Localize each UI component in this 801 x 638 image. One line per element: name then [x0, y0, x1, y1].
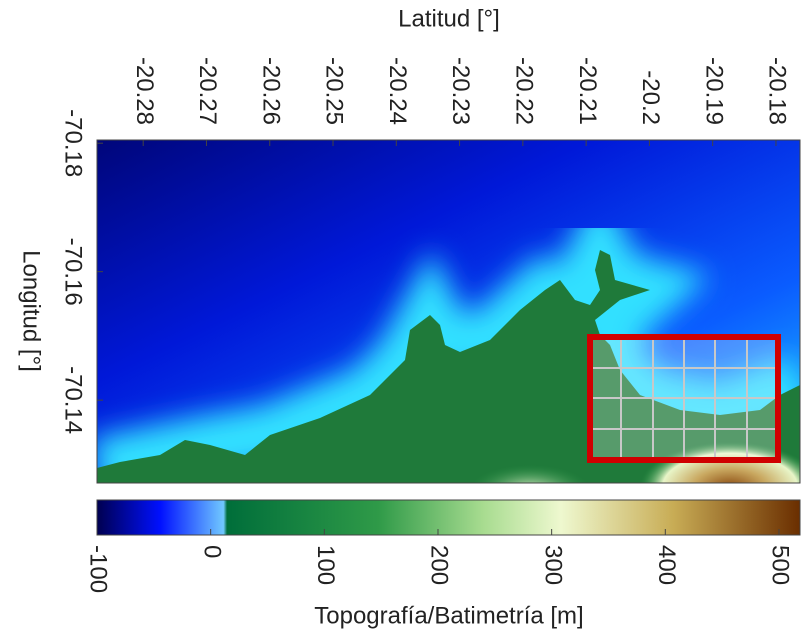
y-axis-label: Longitud [°] — [18, 250, 45, 372]
x-tick-label: -20.24 — [384, 57, 411, 125]
colorbar-label: Topografía/Batimetría [m] — [314, 602, 583, 629]
x-axis-label: Latitud [°] — [398, 5, 500, 32]
figure: Latitud [°] Longitud [°] Topografía/Bati… — [0, 0, 801, 633]
x-tick-label: -20.22 — [511, 57, 538, 125]
y-tick-label: -70.18 — [60, 109, 87, 177]
x-tick-label: -20.26 — [257, 57, 284, 125]
x-tick-label: -20.2 — [637, 70, 664, 125]
colorbar-tick-label: -100 — [85, 545, 112, 593]
colorbar-tick-label: 500 — [767, 545, 794, 585]
colorbar-tick-label: 0 — [198, 545, 225, 558]
colorbar-tick-label: 300 — [539, 545, 566, 585]
x-tick-label: -20.28 — [131, 57, 158, 125]
colorbar — [97, 500, 800, 535]
x-tick-label: -20.21 — [574, 57, 601, 125]
y-tick-label: -70.14 — [60, 366, 87, 434]
colorbar-tick-label: 400 — [653, 545, 680, 585]
x-tick-label: -20.23 — [447, 57, 474, 125]
x-tick-label: -20.19 — [700, 57, 727, 125]
y-tick-label: -70.16 — [60, 238, 87, 306]
terrain-map — [97, 140, 801, 523]
x-tick-label: -20.18 — [764, 57, 791, 125]
x-tick-label: -20.25 — [321, 57, 348, 125]
colorbar-tick-label: 100 — [312, 545, 339, 585]
study-area — [590, 337, 778, 460]
colorbar-tick-label: 200 — [426, 545, 453, 585]
x-tick-label: -20.27 — [194, 57, 221, 125]
